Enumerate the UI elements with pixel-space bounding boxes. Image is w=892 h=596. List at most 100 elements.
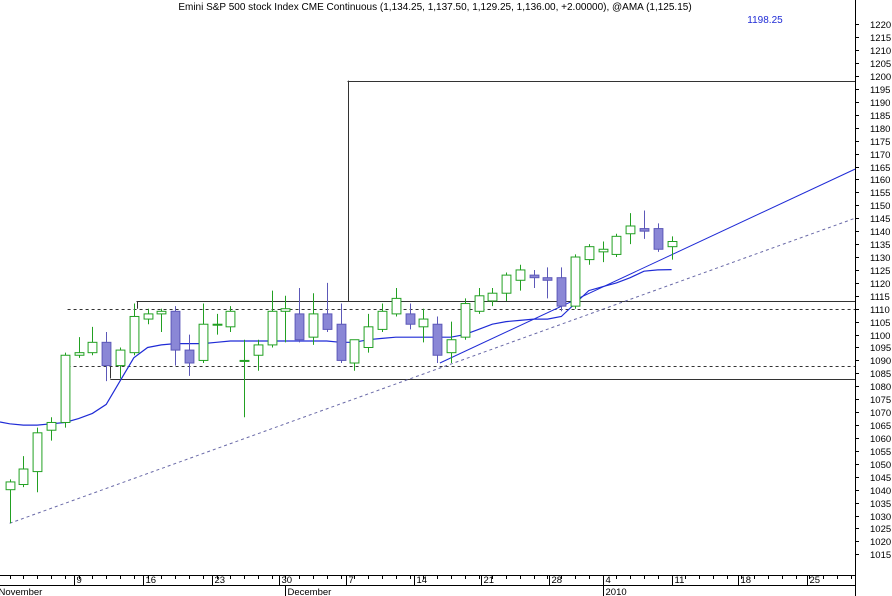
candle-body (653, 228, 664, 250)
y-tick-label: 1215 (870, 33, 891, 44)
y-tick-label: 1155 (870, 188, 890, 199)
trendlines (9, 168, 856, 524)
candle-body (156, 310, 167, 315)
candle (501, 272, 512, 301)
x-tick-label: 9 (77, 575, 82, 586)
candle (349, 339, 360, 371)
candle-body (625, 225, 636, 235)
y-tick-label: 1115 (870, 292, 890, 303)
x-tick-label: 25 (810, 575, 821, 586)
candle (267, 290, 278, 348)
trendline-solid-up (439, 168, 856, 364)
candle-body (280, 308, 291, 312)
candle (570, 254, 581, 309)
candle (446, 321, 457, 364)
candle-body (446, 339, 457, 354)
candle (184, 334, 195, 376)
price-annotation: 1198.25 (747, 15, 783, 26)
candle-body (87, 341, 98, 354)
x-tick-label: 18 (741, 575, 752, 586)
candle-body (598, 248, 609, 253)
candle-body (267, 310, 278, 346)
y-tick-label: 1075 (870, 395, 891, 406)
candle-body (418, 318, 429, 328)
y-tick-label: 1210 (870, 46, 891, 57)
candle-body (74, 352, 85, 356)
y-tick-label: 1095 (870, 343, 891, 354)
candle-body (253, 344, 264, 356)
y-tick-label: 1125 (870, 266, 890, 277)
y-tick-label: 1195 (870, 85, 890, 96)
x-tick-label: 7 (349, 575, 354, 586)
candle (74, 337, 85, 358)
candle (418, 308, 429, 343)
y-tick-label: 1175 (870, 137, 890, 148)
y-tick-label: 1160 (870, 175, 890, 186)
y-tick-label: 1085 (870, 369, 891, 380)
x-tick-label: 23 (215, 575, 226, 586)
candle (460, 298, 471, 340)
candle (18, 456, 29, 488)
y-tick-label: 1020 (870, 537, 891, 548)
candle-body (363, 326, 374, 348)
candle-body (556, 277, 567, 307)
y-tick-label: 1145 (870, 214, 890, 225)
y-tick-label: 1205 (870, 59, 891, 70)
candle (212, 313, 223, 335)
horizontal-levels (67, 80, 855, 380)
y-tick-label: 1025 (870, 524, 891, 535)
y-tick-label: 1100 (870, 331, 890, 342)
candle-body (405, 313, 416, 325)
candle (639, 210, 650, 239)
y-tick-label: 1185 (870, 111, 890, 122)
candle (405, 303, 416, 330)
candle-body (294, 313, 305, 341)
candle-body (432, 323, 443, 356)
y-tick-label: 1040 (870, 486, 891, 497)
trendline-dashed-up (9, 217, 856, 524)
candle (129, 303, 140, 356)
candle-body (639, 228, 650, 232)
candle-body (115, 349, 126, 367)
y-tick-label: 1035 (870, 499, 891, 510)
candle (432, 316, 443, 364)
candle-body (184, 349, 195, 364)
candle-body (529, 274, 540, 279)
candle-body (487, 292, 498, 302)
month-label: 2010 (606, 587, 627, 596)
candle (294, 288, 305, 343)
candle (225, 306, 236, 332)
candle-body (501, 274, 512, 294)
candle (515, 264, 526, 291)
y-tick-label: 1165 (870, 163, 890, 174)
x-tick-label: 16 (146, 575, 157, 586)
y-tick-label: 1220 (870, 20, 891, 31)
candle (391, 288, 402, 317)
y-tick-label: 1105 (870, 318, 890, 329)
candle (653, 223, 664, 252)
candle-body (611, 235, 622, 255)
y-tick-label: 1050 (870, 460, 891, 471)
y-tick-label: 1080 (870, 382, 891, 393)
x-tick-label: 21 (484, 575, 495, 586)
y-tick-label: 1150 (870, 201, 890, 212)
candle (529, 269, 540, 289)
candle-body (60, 354, 71, 423)
candle (584, 244, 595, 265)
month-label: November (0, 587, 42, 596)
y-tick-label: 1135 (870, 240, 890, 251)
candle-body (101, 341, 112, 367)
y-tick-label: 1030 (870, 512, 891, 523)
candle (32, 427, 43, 493)
candle-body (542, 277, 553, 281)
candle (611, 233, 622, 258)
candle-body (391, 297, 402, 315)
candle-body (570, 256, 581, 307)
candle (542, 267, 553, 299)
candle-body (460, 303, 471, 338)
candle-body (46, 421, 57, 431)
candle-body (129, 315, 140, 354)
y-tick-label: 1190 (870, 98, 890, 109)
